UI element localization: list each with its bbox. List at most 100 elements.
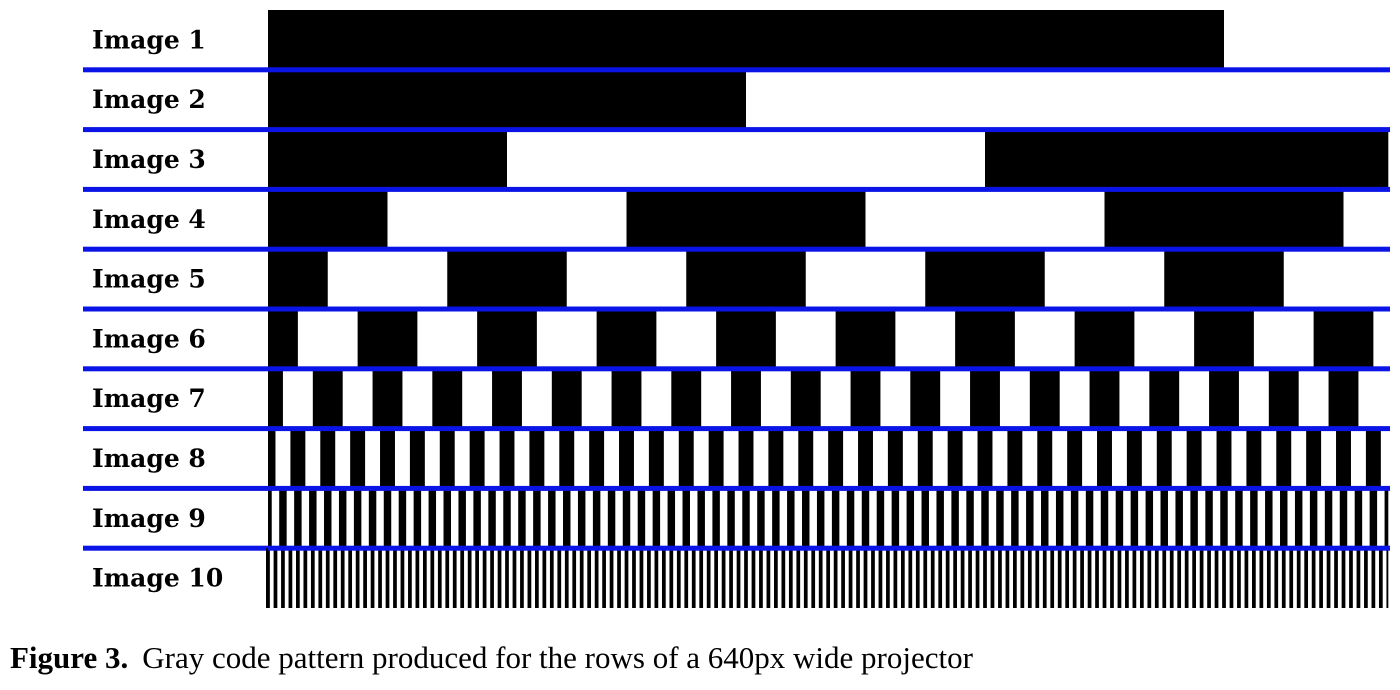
caption-text: Gray code pattern produced for the rows … — [142, 640, 973, 675]
stripe — [393, 548, 397, 608]
stripe — [648, 428, 664, 489]
stripe — [1326, 548, 1331, 608]
stripe — [325, 548, 330, 608]
stripe — [1139, 548, 1144, 608]
stripe — [1117, 548, 1122, 608]
stripe — [1020, 548, 1025, 608]
caption-label: Figure 3. — [10, 640, 129, 675]
stripe — [744, 548, 748, 608]
row-label: Image 4 — [92, 205, 206, 234]
stripe — [910, 368, 941, 429]
stripe — [953, 548, 957, 608]
stripe — [499, 428, 515, 489]
stripe — [428, 488, 437, 549]
stripe — [1126, 428, 1142, 489]
stripe — [970, 368, 1000, 429]
stripe — [1115, 488, 1124, 549]
row-label: Image 2 — [92, 85, 206, 114]
stripe — [378, 548, 382, 608]
stripe — [1365, 428, 1381, 489]
stripe — [281, 548, 285, 608]
stripe — [818, 548, 823, 608]
stripe — [1087, 548, 1092, 608]
stripe — [626, 189, 866, 250]
stripe — [1386, 548, 1389, 608]
stripe — [1035, 548, 1040, 608]
stripe — [1085, 488, 1094, 549]
stripe — [383, 488, 392, 549]
stripe — [1029, 368, 1060, 429]
stripe — [774, 548, 778, 608]
stripe — [460, 548, 465, 608]
stripe — [1209, 368, 1239, 429]
separator — [83, 186, 1390, 192]
stripe — [1207, 548, 1211, 608]
stripe — [320, 428, 336, 489]
stripe — [841, 548, 845, 608]
stripe — [831, 488, 840, 549]
stripe — [512, 548, 517, 608]
stripe — [408, 548, 412, 608]
stripe — [473, 488, 481, 549]
stripe — [572, 548, 577, 608]
stripe — [488, 488, 496, 549]
stripe — [915, 548, 920, 608]
stripe — [380, 428, 395, 489]
stripe — [288, 548, 293, 608]
stripe — [357, 309, 418, 369]
stripe — [1100, 488, 1109, 549]
stripe — [1104, 189, 1344, 250]
stripe — [697, 488, 705, 549]
stripe — [563, 488, 571, 549]
stripe — [1244, 548, 1249, 608]
stripe — [647, 548, 651, 608]
stripe — [469, 428, 485, 489]
stripe — [422, 548, 427, 608]
stripe — [398, 488, 407, 549]
stripe — [906, 488, 915, 549]
stripe — [549, 548, 554, 608]
stripe — [624, 548, 629, 608]
stripe — [268, 548, 270, 608]
stripe — [413, 488, 422, 549]
stripe — [947, 428, 963, 489]
stripe — [548, 488, 556, 549]
stripe — [1147, 548, 1152, 608]
stripe — [577, 488, 586, 549]
stripe — [458, 488, 466, 549]
stripe — [1037, 428, 1053, 489]
stripe — [415, 548, 420, 608]
stripe — [333, 548, 338, 608]
stripe — [1356, 548, 1361, 608]
stripe — [886, 548, 890, 608]
row-label: Image 1 — [92, 25, 206, 54]
stripe — [587, 548, 592, 608]
stripe — [1222, 548, 1226, 608]
stripe — [960, 548, 965, 608]
stripe — [772, 488, 780, 549]
stripe — [835, 309, 896, 369]
stripe — [1304, 548, 1309, 608]
stripe — [850, 368, 881, 429]
separator — [83, 426, 1390, 432]
stripe — [1184, 548, 1189, 608]
stripe — [268, 428, 276, 489]
stripe — [1229, 548, 1234, 608]
stripe — [1311, 548, 1316, 608]
stripe — [1266, 548, 1271, 608]
stripe — [1125, 548, 1129, 608]
stripe — [686, 249, 806, 309]
stripe — [409, 428, 425, 489]
stripe — [816, 488, 825, 549]
stripe — [617, 548, 621, 608]
stripe — [1235, 488, 1243, 549]
stripe — [1095, 548, 1099, 608]
stripe — [432, 368, 463, 429]
stripe — [678, 428, 694, 489]
stripe — [1169, 548, 1174, 608]
stripe — [475, 548, 479, 608]
stripe — [637, 488, 646, 549]
stripe — [955, 309, 1015, 369]
stripe — [878, 548, 883, 608]
stripe — [492, 368, 522, 429]
